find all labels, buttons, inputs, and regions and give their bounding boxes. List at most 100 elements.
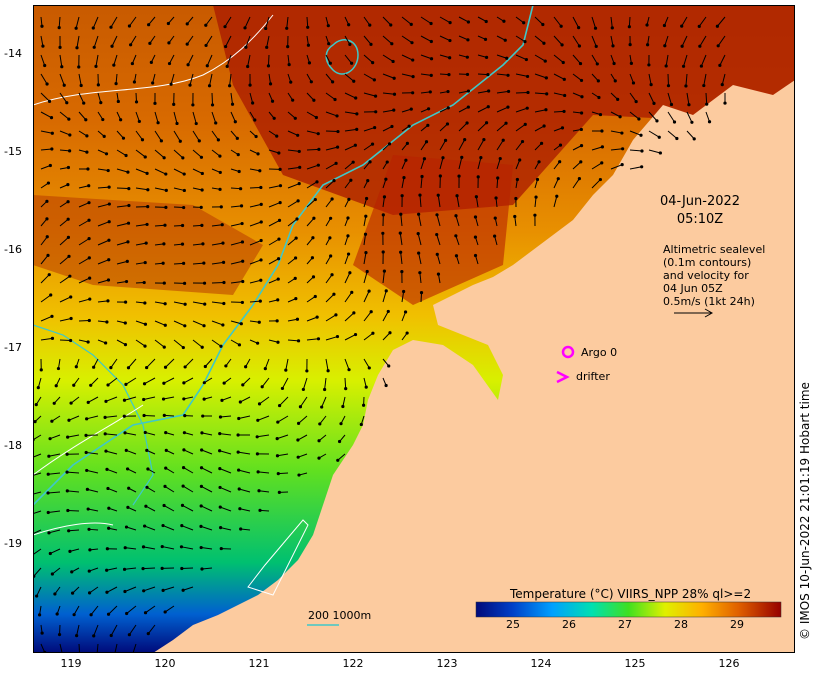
velocity-arrow-head	[236, 450, 240, 454]
velocity-arrow-head	[88, 297, 92, 301]
velocity-arrow-head	[326, 369, 330, 373]
velocity-arrow	[116, 222, 129, 227]
velocity-arrow-head	[75, 633, 79, 638]
velocity-arrow-head	[53, 592, 57, 596]
velocity-arrow-head	[435, 252, 439, 256]
velocity-arrow-head	[246, 64, 250, 69]
velocity-arrows	[33, 16, 727, 653]
velocity-arrow-head	[164, 466, 168, 470]
velocity-arrow-head	[312, 216, 316, 220]
velocity-arrow-head	[518, 158, 522, 162]
velocity-arrow-head	[105, 590, 109, 594]
velocity-arrow-head	[162, 242, 166, 246]
velocity-arrow-head	[335, 114, 339, 118]
velocity-arrow-head	[400, 270, 404, 274]
velocity-arrow-head	[466, 105, 470, 109]
velocity-arrow-head	[224, 44, 228, 49]
velocity-arrow-head	[183, 365, 187, 369]
velocity-arrow-head	[126, 366, 131, 370]
velocity-arrow	[126, 449, 137, 455]
velocity-arrow-head	[598, 112, 603, 117]
velocity-arrow-head	[634, 99, 638, 104]
velocity-arrow	[145, 505, 156, 512]
velocity-arrow-head	[237, 169, 241, 174]
velocity-arrow	[230, 223, 243, 227]
velocity-arrow-head	[381, 250, 385, 254]
argo-label: Argo 0	[581, 346, 618, 359]
velocity-arrow	[40, 130, 53, 134]
velocity-arrow	[33, 529, 42, 535]
velocity-arrow-head	[405, 331, 409, 335]
velocity-arrow	[705, 92, 708, 105]
velocity-arrow	[249, 203, 262, 208]
velocity-arrow-head	[363, 232, 368, 236]
velocity-arrow-head	[663, 44, 667, 48]
timestamp-date: 04-Jun-2022	[660, 194, 741, 209]
velocity-arrow	[182, 485, 194, 493]
velocity-arrow-head	[422, 157, 427, 161]
velocity-arrow	[229, 73, 232, 86]
velocity-arrow	[287, 218, 298, 227]
velocity-arrow-head	[276, 298, 280, 302]
velocity-arrow	[319, 415, 327, 425]
velocity-arrow-head	[256, 470, 260, 474]
velocity-arrow-head	[84, 450, 88, 455]
velocity-arrow-head	[392, 108, 396, 112]
velocity-arrow-head	[235, 136, 239, 140]
velocity-arrow-head	[114, 82, 118, 86]
velocity-arrow	[401, 54, 413, 61]
velocity-arrow	[192, 339, 203, 348]
velocity-arrow	[143, 586, 156, 592]
velocity-arrow-head	[479, 156, 483, 160]
velocity-arrow-head	[352, 311, 356, 315]
velocity-arrow	[477, 139, 485, 151]
velocity-arrow-head	[182, 261, 186, 265]
velocity-arrow-head	[621, 147, 625, 151]
australia-landmass	[153, 80, 795, 653]
velocity-arrow	[456, 195, 460, 208]
velocity-arrow	[90, 377, 99, 386]
velocity-arrow-head	[522, 21, 526, 25]
velocity-arrow-head	[241, 279, 245, 284]
velocity-arrow-head	[162, 503, 166, 508]
velocity-arrow	[181, 567, 194, 570]
velocity-arrow	[496, 106, 509, 113]
velocity-arrow-head	[545, 92, 549, 96]
velocity-arrow-head	[182, 431, 187, 435]
velocity-arrow-head	[182, 281, 187, 285]
velocity-arrow	[36, 586, 42, 597]
velocity-arrow	[116, 241, 129, 246]
velocity-arrow	[363, 290, 370, 303]
velocity-arrow-head	[276, 277, 280, 281]
velocity-arrow	[400, 252, 403, 265]
velocity-arrow	[363, 16, 371, 26]
lat-tick: -18	[4, 439, 22, 452]
velocity-arrow	[173, 168, 185, 175]
velocity-arrow-head	[228, 84, 232, 88]
velocity-arrow-head	[46, 510, 50, 515]
velocity-arrow-head	[344, 387, 348, 391]
velocity-arrow-head	[149, 60, 153, 64]
colorbar-tick: 28	[674, 618, 688, 631]
velocity-arrow-head	[255, 452, 260, 456]
velocity-arrow-head	[56, 366, 61, 371]
velocity-arrow-head	[330, 197, 334, 201]
velocity-arrow	[591, 179, 601, 189]
velocity-arrow	[439, 157, 444, 170]
velocity-arrow-head	[454, 214, 458, 218]
velocity-arrow	[268, 185, 281, 189]
velocity-arrow-head	[312, 98, 316, 102]
velocity-arrow-head	[418, 271, 422, 275]
velocity-arrow-head	[295, 217, 299, 221]
velocity-arrow	[230, 205, 242, 208]
velocity-arrow	[477, 90, 489, 94]
velocity-arrow	[33, 510, 42, 515]
velocity-arrow	[244, 16, 251, 29]
velocity-arrow	[302, 377, 308, 390]
velocity-arrow	[297, 434, 308, 441]
velocity-arrow-head	[306, 43, 311, 47]
velocity-arrow	[686, 111, 693, 123]
velocity-arrow	[59, 236, 69, 246]
velocity-arrow-head	[277, 237, 281, 241]
velocity-arrow-head	[161, 523, 165, 528]
